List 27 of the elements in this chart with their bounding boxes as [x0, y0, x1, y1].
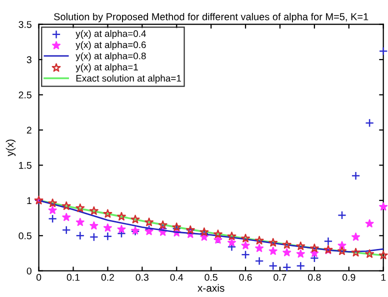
x-tick-label: 0.2: [101, 274, 114, 281]
x-tick-label: 1: [381, 274, 386, 281]
y-tick-label: 0.5: [18, 232, 32, 240]
x-axis-title: x-axis: [198, 284, 224, 292]
y-tick-label: 2: [26, 126, 32, 134]
x-tick-label: 0.5: [204, 274, 218, 281]
y-axis-title: y(x): [6, 140, 16, 156]
y-tick-label: 1.5: [19, 162, 32, 169]
x-tick-label: 0.7: [274, 274, 286, 281]
x-tick-label: 0.3: [136, 274, 148, 281]
x-tick-label: 0.9: [342, 274, 356, 281]
x-tick-label: 0: [36, 274, 42, 281]
x-tick-label: 0.6: [239, 274, 252, 281]
legend-label: y(x) at alpha=0.6: [76, 41, 146, 50]
y-tick-label: 3: [26, 56, 32, 64]
legend-label: y(x) at alpha=0.4: [76, 30, 146, 39]
x-tick-label: 0.1: [66, 274, 80, 281]
x-tick-label: 0.8: [308, 274, 321, 281]
legend-label: y(x) at alpha=0.8: [76, 52, 146, 62]
y-tick-label: 2.5: [18, 92, 32, 98]
legend-label: y(x) at alpha=1: [76, 64, 138, 72]
y-tick-label: 0: [26, 268, 32, 274]
legend-label: Exact solution at alpha=1: [76, 74, 181, 84]
x-tick-label: 0.4: [170, 274, 184, 281]
chart-title: Solution by Proposed Method for different values of alpha for M=5, K=1: [54, 12, 368, 22]
y-tick-label: 3.5: [18, 21, 32, 28]
y-tick-label: 1: [27, 197, 32, 204]
